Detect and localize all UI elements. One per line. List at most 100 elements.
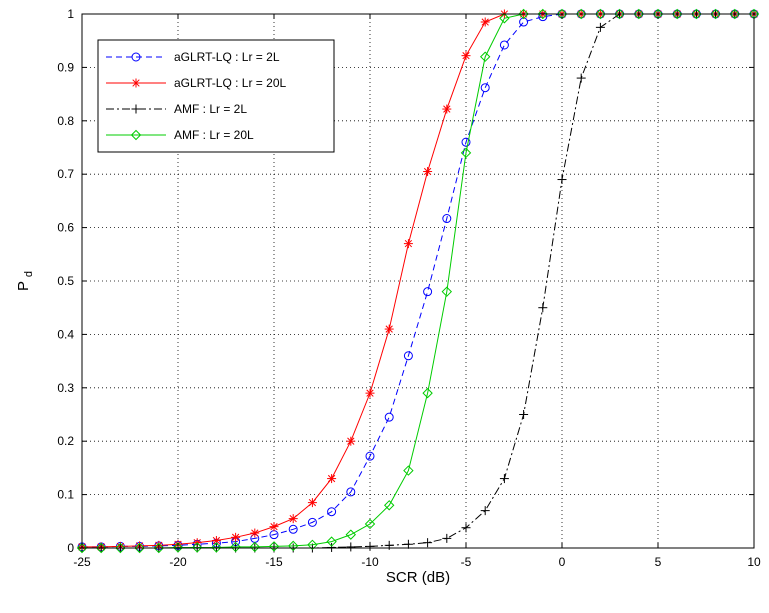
data-point-marker: [710, 8, 721, 20]
data-point-marker: [327, 542, 337, 552]
data-point-marker: [231, 532, 241, 542]
data-point-marker: [499, 474, 509, 484]
data-point-marker: [384, 324, 394, 334]
data-point-marker: [307, 498, 317, 508]
data-point-marker: [268, 541, 280, 552]
y-tick-label: 0.1: [57, 488, 74, 502]
y-tick-label: 0.5: [57, 274, 74, 288]
data-point-marker: [461, 523, 471, 533]
data-point-marker: [442, 533, 452, 543]
legend-entry: AMF : Lr = 2L: [106, 102, 247, 116]
x-tick-label: -5: [461, 555, 472, 569]
data-point-marker: [576, 73, 586, 83]
data-point-marker: [595, 22, 605, 32]
y-tick-label: 0.3: [57, 381, 74, 395]
x-tick-label: -25: [73, 555, 91, 569]
x-tick-label: 5: [655, 555, 662, 569]
data-point-marker: [403, 239, 413, 249]
y-tick-label: 0.7: [57, 167, 74, 181]
data-point-marker: [327, 474, 337, 484]
data-point-marker: [211, 536, 221, 546]
legend-label: aGLRT-LQ : Lr = 2L: [174, 50, 280, 64]
y-tick-label: 0: [67, 541, 74, 555]
data-point-marker: [131, 104, 141, 114]
data-point-marker: [131, 52, 141, 62]
data-point-marker: [499, 40, 509, 50]
data-point-marker: [130, 129, 142, 141]
data-point-marker: [307, 517, 317, 527]
data-point-marker: [460, 147, 472, 159]
legend: aGLRT-LQ : Lr = 2L aGLRT-LQ : Lr = 20L AMF…: [97, 39, 335, 153]
data-point-marker: [172, 542, 184, 553]
legend-label: AMF : Lr = 2L: [174, 102, 247, 116]
data-point-marker: [575, 8, 587, 20]
data-point-marker: [269, 522, 279, 532]
data-point-marker: [557, 175, 567, 185]
data-point-marker: [384, 412, 394, 422]
data-point-marker: [442, 214, 452, 224]
x-tick-label: 0: [559, 555, 566, 569]
data-point-marker: [95, 542, 107, 554]
data-point-marker: [461, 51, 471, 61]
data-point-marker: [691, 8, 702, 20]
data-point-marker: [131, 78, 141, 88]
x-tick-label: -10: [361, 555, 379, 569]
legend-box: [97, 39, 335, 153]
data-point-marker: [480, 17, 490, 27]
data-point-marker: [423, 287, 433, 297]
data-point-marker: [288, 524, 298, 534]
data-point-marker: [326, 536, 337, 547]
data-point-marker: [519, 410, 529, 419]
data-point-marker: [518, 8, 529, 20]
data-point-marker: [346, 487, 356, 497]
data-point-marker: [538, 303, 548, 313]
legend-entry: aGLRT-LQ : Lr = 2L: [106, 50, 280, 64]
data-point-marker: [614, 8, 625, 20]
data-point-marker: [365, 451, 375, 461]
x-tick-label: 10: [747, 555, 761, 569]
data-point-marker: [671, 8, 683, 20]
data-point-marker: [153, 542, 165, 554]
data-point-marker: [327, 507, 337, 517]
data-point-marker: [249, 541, 261, 553]
y-tick-label: 0.8: [57, 114, 74, 128]
legend-label: aGLRT-LQ : Lr = 20L: [174, 76, 286, 90]
data-point-marker: [442, 104, 452, 114]
data-point-marker: [403, 465, 414, 476]
y-tick-label: 0.6: [57, 221, 74, 235]
data-point-marker: [364, 518, 376, 530]
data-point-marker: [480, 506, 490, 516]
data-point-marker: [480, 83, 490, 93]
axis-ticks: -25 -20 -15 -10 -5 0 5 10 0 0.1 0.2 0.3 0.4 0.5 0.6 0.7…: [57, 7, 761, 569]
y-tick-label: 0.9: [57, 60, 74, 74]
data-point-marker: [307, 539, 318, 551]
data-point-marker: [519, 17, 529, 27]
x-axis-label: SCR (dB): [386, 569, 450, 586]
data-point-marker: [230, 541, 241, 553]
y-axis-label-main: P: [15, 281, 32, 291]
legend-entry: aGLRT-LQ : Lr = 20L: [106, 76, 286, 90]
data-point-marker: [537, 8, 549, 20]
y-axis-label: P d: [15, 271, 35, 291]
data-point-marker: [479, 51, 491, 62]
data-point-marker: [595, 8, 606, 20]
legend-entry: AMF : Lr = 20L: [106, 128, 254, 142]
data-point-marker: [250, 528, 260, 538]
data-point-marker: [365, 388, 375, 398]
data-point-marker: [346, 542, 356, 552]
data-point-marker: [134, 542, 145, 554]
data-point-marker: [403, 351, 413, 361]
y-tick-label: 0.4: [57, 327, 74, 341]
y-axis-label-subscript: d: [23, 271, 35, 277]
y-tick-label: 0.2: [57, 434, 74, 448]
data-point-marker: [191, 542, 203, 553]
data-point-marker: [403, 539, 413, 549]
data-point-marker: [346, 436, 356, 446]
x-tick-label: -20: [169, 555, 187, 569]
x-tick-label: -15: [265, 555, 283, 569]
data-point-marker: [729, 8, 741, 20]
data-point-marker: [441, 286, 453, 297]
data-point-marker: [423, 167, 433, 177]
data-point-marker: [422, 387, 433, 399]
